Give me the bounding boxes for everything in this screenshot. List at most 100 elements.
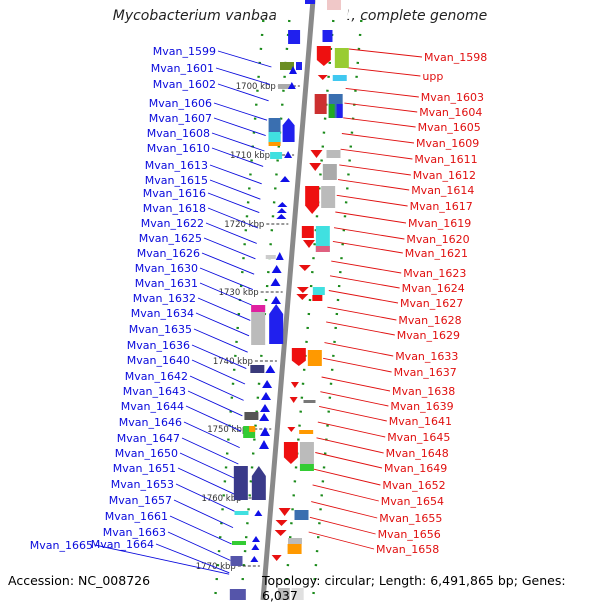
reverse-gene-arrow (316, 46, 331, 66)
right-gene-connector (348, 48, 423, 58)
kbp-tick-label: 1720 kbp (224, 220, 264, 230)
left-gene-label: Mvan_1653 (111, 478, 174, 491)
right-gene-connector (329, 275, 400, 289)
reverse-gene-arrow (271, 555, 282, 561)
right-gene-connector (326, 321, 395, 336)
gene-block (250, 365, 265, 373)
reverse-gene-arrow (296, 294, 309, 300)
forward-gene-arrow (276, 214, 287, 219)
right-gene-label: Mvan_1641 (389, 415, 452, 428)
left-gene-label: Mvan_1647 (117, 432, 180, 445)
right-gene-label: Mvan_1638 (392, 385, 455, 398)
forward-gene-arrow (280, 176, 290, 182)
right-gene-connector (335, 211, 407, 224)
right-gene-label: Mvan_1609 (416, 137, 479, 150)
gene-block (234, 511, 249, 515)
forward-gene-arrow (251, 544, 260, 550)
gene-block (312, 287, 325, 295)
right-gene-connector (327, 306, 397, 321)
left-gene-connector (217, 50, 272, 68)
left-gene-label: Mvan_1618 (143, 202, 206, 215)
kbp-tick-label: 1700 kbp (236, 82, 276, 92)
forward-gene-arrow (260, 427, 270, 436)
gene-block (287, 544, 302, 554)
left-gene-connector (211, 132, 265, 152)
right-gene-connector (319, 405, 387, 422)
kbp-tick-label: 1730 kbp (219, 288, 259, 298)
gene-block (251, 305, 266, 345)
right-gene-connector (324, 342, 394, 357)
forward-gene-arrow (271, 265, 282, 273)
left-gene-label: Mvan_1608 (147, 127, 210, 140)
left-gene-connector (201, 252, 255, 275)
left-gene-label: Mvan_1635 (129, 323, 192, 336)
right-gene-label: Mvan_1612 (413, 169, 476, 182)
gene-block (299, 442, 314, 464)
gene-block (233, 466, 248, 500)
left-gene-label: Mvan_1632 (133, 292, 196, 305)
left-gene-label: Mvan_1657 (109, 494, 172, 507)
right-gene-connector (337, 179, 410, 191)
right-gene-label: upp (422, 70, 443, 83)
reverse-gene-arrow (317, 75, 328, 80)
gene-block (327, 0, 341, 10)
gene-block (265, 255, 276, 259)
right-gene-connector (308, 531, 375, 550)
right-gene-connector (345, 87, 419, 98)
left-gene-connector (179, 452, 238, 480)
gene-block (336, 104, 343, 118)
right-gene-connector (312, 484, 379, 502)
accession-text: Accession: NC_008726 (8, 573, 151, 588)
right-gene-label: Mvan_1621 (405, 247, 468, 260)
gene-block (299, 430, 314, 434)
left-gene-label: Mvan_1634 (131, 307, 194, 320)
right-gene-label: Mvan_1656 (378, 528, 441, 541)
gene-block (328, 104, 335, 118)
gene-block (251, 305, 266, 312)
right-gene-connector (311, 501, 378, 519)
forward-gene-arrow (260, 404, 270, 412)
left-gene-label: Mvan_1651 (113, 462, 176, 475)
gene-block (288, 538, 302, 544)
right-gene-connector (328, 290, 399, 304)
gene-block (294, 510, 309, 520)
left-gene-label: Mvan_1663 (103, 526, 166, 539)
genome-summary-text: Topology: circular; Length: 6,491,865 bp… (262, 573, 566, 603)
gene-block (268, 132, 281, 142)
forward-gene-arrow (287, 82, 296, 89)
left-gene-connector (213, 117, 266, 137)
gene-block (322, 164, 337, 180)
left-gene-connector (167, 531, 231, 561)
right-gene-connector (344, 102, 418, 113)
forward-gene-arrow (262, 380, 273, 388)
forward-gene-arrow (254, 510, 263, 516)
left-gene-connector (211, 147, 264, 167)
left-gene-connector (183, 421, 240, 449)
right-gene-label: Mvan_1614 (411, 184, 474, 197)
left-gene-connector (213, 102, 268, 121)
right-gene-label: Mvan_1623 (403, 267, 466, 280)
left-gene-label: Mvan_1631 (135, 277, 198, 290)
reverse-gene-arrow (298, 265, 311, 271)
left-gene-connector (205, 222, 257, 244)
left-gene-connector (185, 405, 242, 432)
left-gene-label: Mvan_1622 (141, 217, 204, 230)
gene-block (268, 142, 281, 146)
gene-block (232, 541, 246, 545)
kbp-tick-label: 1750 kbp (207, 425, 247, 435)
left-gene-label: Mvan_1664 (91, 538, 154, 551)
left-gene-label: Mvan_1646 (119, 416, 182, 429)
left-gene-connector (199, 282, 252, 306)
gene-block (312, 295, 323, 301)
right-gene-label: Mvan_1605 (418, 121, 481, 134)
right-gene-label: Mvan_1611 (414, 153, 477, 166)
left-gene-connector (203, 237, 256, 260)
left-gene-connector (155, 543, 230, 574)
reverse-gene-arrow (283, 442, 298, 464)
left-gene-connector (173, 499, 234, 529)
kbp-tick-label: 1710 kbp (230, 151, 270, 161)
reverse-gene-arrow (274, 530, 287, 536)
gene-block (244, 412, 259, 420)
right-gene-connector (315, 452, 383, 469)
